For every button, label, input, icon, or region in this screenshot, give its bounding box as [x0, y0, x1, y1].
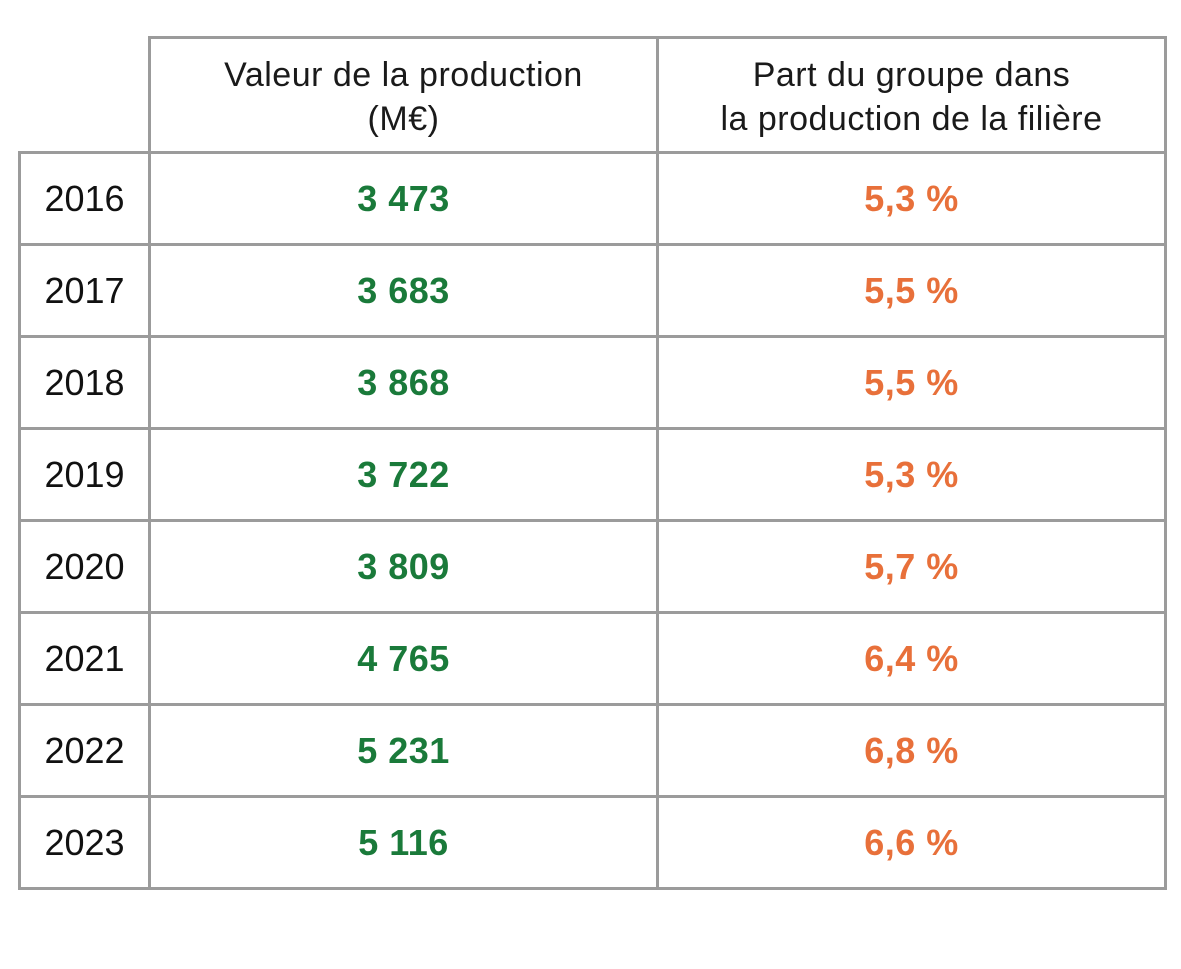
group-share-value: 6,4 %	[864, 637, 959, 679]
header-production-value: Valeur de la production (M€)	[224, 56, 583, 138]
row-border	[18, 795, 1167, 798]
header-bottom-border	[18, 151, 1167, 154]
row-border	[18, 611, 1167, 614]
row-border	[18, 427, 1167, 430]
year-label: 2018	[44, 361, 125, 403]
column-divider	[148, 36, 151, 890]
group-share-value: 6,8 %	[864, 729, 959, 771]
right-border	[1164, 36, 1167, 890]
group-share-value: 5,5 %	[864, 361, 959, 403]
year-label: 2021	[44, 637, 125, 679]
left-border	[18, 151, 21, 890]
row-border	[18, 335, 1167, 338]
group-share-value: 6,6 %	[864, 821, 959, 863]
row-border	[18, 887, 1167, 890]
header-group-share: Part du groupe dans la production de la f…	[720, 56, 1103, 138]
production-value: 3 868	[357, 361, 450, 403]
year-label: 2023	[44, 821, 125, 863]
year-label: 2017	[44, 269, 125, 311]
row-border	[18, 519, 1167, 522]
production-value: 3 473	[357, 177, 450, 219]
production-value: 3 809	[357, 545, 450, 587]
production-value: 3 722	[357, 453, 450, 495]
column-divider	[656, 36, 659, 890]
production-value: 5 231	[357, 729, 450, 771]
production-value: 3 683	[357, 269, 450, 311]
group-share-value: 5,3 %	[864, 453, 959, 495]
year-label: 2022	[44, 729, 125, 771]
production-value: 5 116	[358, 821, 449, 863]
group-share-value: 5,5 %	[864, 269, 959, 311]
group-share-value: 5,7 %	[864, 545, 959, 587]
year-label: 2020	[44, 545, 125, 587]
year-label: 2019	[44, 453, 125, 495]
group-share-value: 5,3 %	[864, 177, 959, 219]
row-border	[18, 703, 1167, 706]
row-border	[18, 243, 1167, 246]
production-value: 4 765	[357, 637, 450, 679]
year-label: 2016	[44, 177, 125, 219]
